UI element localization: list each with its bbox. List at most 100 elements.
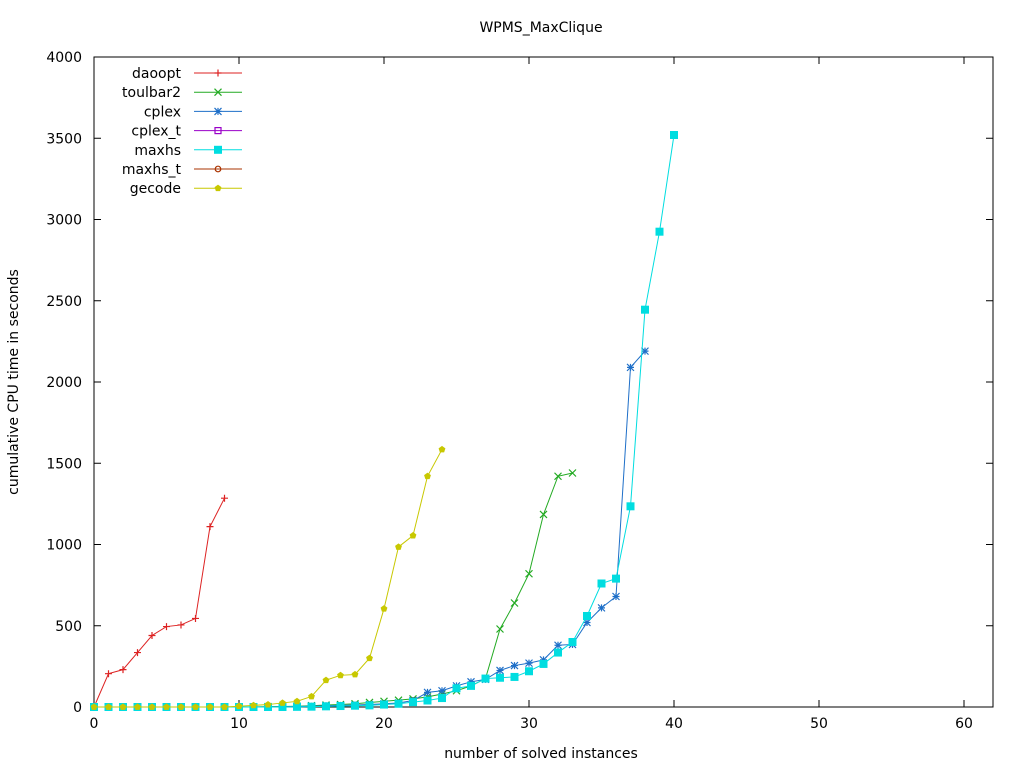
data-point-cplex <box>510 661 519 670</box>
y-tick-label: 2500 <box>46 294 82 310</box>
data-point-cplex <box>612 592 620 601</box>
data-point-cplex <box>626 363 635 372</box>
data-point-gecode <box>322 676 330 684</box>
data-point-daoopt <box>119 666 127 674</box>
data-point-maxhs <box>293 702 301 711</box>
data-point-gecode <box>119 703 127 710</box>
data-point-gecode <box>337 671 344 679</box>
legend-label-gecode: gecode <box>130 181 181 197</box>
data-point-cplex <box>539 655 548 664</box>
y-tick-label: 0 <box>73 700 82 716</box>
legend-label-maxhs-t: maxhs_t <box>122 162 182 178</box>
data-point-maxhs <box>583 612 591 620</box>
plot-frame <box>93 56 994 708</box>
legend-marker-gecode <box>214 184 222 192</box>
data-point-daoopt <box>148 632 156 639</box>
data-point-gecode <box>380 605 388 612</box>
legend-marker-cplex <box>214 107 222 116</box>
data-point-gecode <box>366 654 373 662</box>
data-point-cplex <box>554 641 562 650</box>
legend-label-maxhs: maxhs <box>134 143 181 159</box>
data-point-maxhs <box>394 699 403 708</box>
x-tick-label: 20 <box>375 716 393 732</box>
data-point-daoopt <box>163 623 170 631</box>
data-point-gecode <box>351 670 359 678</box>
data-point-gecode <box>206 703 214 710</box>
data-point-toulbar2 <box>554 472 562 481</box>
series-line-gecode <box>94 449 443 708</box>
data-point-gecode <box>148 703 156 710</box>
legend-label-cplex: cplex <box>144 104 181 120</box>
data-point-cplex <box>525 659 533 668</box>
y-tick-label: 3000 <box>46 213 82 229</box>
data-point-maxhs <box>539 659 548 668</box>
series-line-daoopt <box>93 497 225 708</box>
data-point-toulbar2 <box>525 569 533 578</box>
legend-item-toulbar2: toulbar2 <box>122 85 242 101</box>
data-point-toulbar2 <box>496 625 504 633</box>
data-point-gecode <box>424 472 431 480</box>
data-point-maxhs <box>597 579 606 588</box>
data-point-maxhs <box>278 703 287 711</box>
x-tick-label: 40 <box>665 716 683 732</box>
series-daoopt <box>90 494 228 711</box>
data-point-maxhs <box>365 701 374 710</box>
legend-marker-maxhs-t <box>214 165 222 173</box>
data-point-maxhs <box>380 700 388 709</box>
y-tick-label: 1500 <box>46 456 82 472</box>
data-point-gecode <box>293 697 301 705</box>
data-point-gecode <box>105 703 112 710</box>
y-tick-label: 500 <box>55 619 82 635</box>
data-point-daoopt <box>221 494 228 502</box>
data-point-daoopt <box>206 523 214 531</box>
x-tick-label: 60 <box>955 716 973 732</box>
data-point-maxhs <box>670 131 678 139</box>
chart-title: WPMS_MaxClique <box>479 20 602 36</box>
data-point-gecode <box>235 702 243 710</box>
legend-item-cplex-t: cplex_t <box>131 124 242 140</box>
data-point-maxhs <box>496 673 504 682</box>
data-point-daoopt <box>192 614 199 622</box>
data-point-gecode <box>279 699 286 706</box>
data-point-gecode <box>221 703 228 710</box>
data-point-daoopt <box>134 649 141 657</box>
legend-label-toulbar2: toulbar2 <box>122 85 181 101</box>
legend-label-cplex-t: cplex_t <box>131 124 181 140</box>
x-tick-label: 0 <box>90 716 99 732</box>
data-point-toulbar2 <box>568 469 577 477</box>
data-point-cplex <box>641 347 649 356</box>
data-point-toulbar2 <box>510 599 519 607</box>
series-maxhs <box>90 131 678 711</box>
data-point-cplex <box>597 603 606 612</box>
data-point-maxhs <box>481 674 490 683</box>
data-point-cplex <box>467 677 475 686</box>
data-point-maxhs <box>322 702 330 711</box>
y-tick-label: 3500 <box>46 131 82 147</box>
data-point-maxhs <box>467 681 475 690</box>
data-point-maxhs <box>409 698 417 707</box>
data-point-maxhs <box>641 305 649 314</box>
data-point-gecode <box>192 703 199 710</box>
x-tick-label: 30 <box>520 716 538 732</box>
x-tick-label: 50 <box>810 716 828 732</box>
legend-item-cplex: cplex <box>144 104 242 120</box>
data-point-daoopt <box>177 621 185 629</box>
data-point-maxhs <box>568 638 577 646</box>
axes: 0 10 20 30 40 50 60 0 500 1000 1500 2000 2500 3000 350… <box>46 50 993 732</box>
x-tick-label: 10 <box>230 716 248 732</box>
legend-item-maxhs-t: maxhs_t <box>122 162 242 178</box>
legend-item-gecode: gecode <box>130 181 242 197</box>
data-point-gecode <box>438 445 446 453</box>
data-point-maxhs <box>525 667 533 676</box>
data-point-maxhs <box>438 694 446 703</box>
data-point-maxhs <box>510 672 519 681</box>
data-point-gecode <box>308 692 315 700</box>
y-tick-label: 1000 <box>46 538 82 554</box>
data-point-cplex <box>496 666 504 675</box>
y-tick-label: 2000 <box>46 375 82 391</box>
legend-marker-maxhs <box>214 145 222 154</box>
y-axis-label: cumulative CPU time in seconds <box>6 269 22 495</box>
data-point-toulbar2 <box>539 510 548 519</box>
